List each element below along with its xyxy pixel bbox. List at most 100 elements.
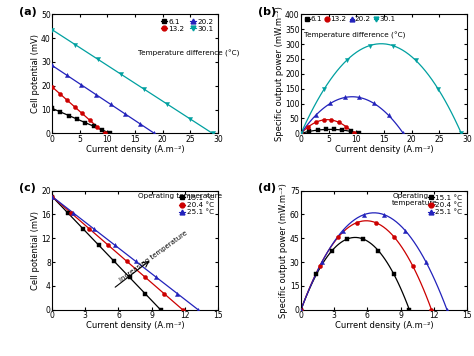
Point [322,127,329,132]
Point [163,101,171,106]
Point [297,307,305,313]
X-axis label: Current density (A.m⁻²): Current density (A.m⁻²) [86,321,184,330]
Point [86,117,93,123]
Point [297,131,305,136]
Point [385,112,392,118]
Point [353,220,361,225]
Point [316,263,323,269]
Point [132,258,139,264]
Y-axis label: Specific output power (mW.m⁻²): Specific output power (mW.m⁻²) [274,6,283,141]
Point [98,127,106,133]
Legend: 6.1, 13.2, 20.2, 30.1: 6.1, 13.2, 20.2, 30.1 [161,18,214,32]
Y-axis label: Specific output power (mW.m⁻²): Specific output power (mW.m⁻²) [280,183,289,318]
Point [406,307,413,313]
Point [111,242,118,248]
Point [90,226,98,232]
Point [409,263,417,269]
Point [328,248,336,253]
Point [370,101,378,106]
Point [209,131,216,136]
Point [344,236,351,242]
Point [297,131,305,136]
Point [92,92,100,98]
Point [347,129,355,134]
Point [428,307,435,313]
X-axis label: Current density (A.m⁻²): Current density (A.m⁻²) [335,145,433,154]
Legend: 6.1, 13.2, 20.2, 30.1: 6.1, 13.2, 20.2, 30.1 [305,15,396,23]
Point [117,71,125,77]
Point [194,307,202,313]
Point [366,43,374,48]
Point [342,124,350,130]
Point [422,260,430,265]
Point [297,131,305,136]
Point [339,228,346,234]
Y-axis label: Cell potential (mV): Cell potential (mV) [31,211,40,290]
Point [140,86,147,92]
Point [381,212,388,218]
Point [48,194,56,199]
Point [48,84,56,90]
Text: (c): (c) [19,183,36,193]
Point [390,272,398,277]
Text: Increasing temperature: Increasing temperature [118,230,189,283]
Point [73,116,81,122]
Point [78,111,86,116]
Point [318,260,326,265]
Point [106,131,114,136]
Point [107,101,114,107]
Point [136,121,144,126]
Point [57,109,64,115]
Point [48,105,56,111]
Point [95,242,102,248]
Text: Temperature difference (°C): Temperature difference (°C) [138,50,240,57]
Point [121,111,129,117]
Text: (b): (b) [258,7,276,17]
Point [400,131,407,136]
Point [327,101,334,106]
Text: Temperature difference (°C): Temperature difference (°C) [304,32,406,39]
Point [443,307,451,313]
Point [313,272,320,277]
Point [153,274,160,280]
Point [90,124,98,129]
Point [126,274,133,280]
Point [314,127,321,133]
Point [179,307,186,313]
Text: Operating
temperature: Operating temperature [392,193,438,206]
Point [151,131,158,136]
Point [312,119,320,125]
Point [63,72,71,78]
Point [101,131,109,136]
Point [141,291,149,297]
Point [64,97,71,103]
Point [350,131,357,136]
Point [355,131,363,136]
Point [71,42,79,47]
Text: (a): (a) [19,7,36,17]
Point [457,131,465,136]
Point [360,212,367,218]
Point [335,234,342,240]
Point [297,131,305,136]
Point [173,291,181,297]
Point [94,57,102,62]
Legend: 15.1 °C, 20.4 °C, 25.1 °C: 15.1 °C, 20.4 °C, 25.1 °C [428,194,463,216]
Point [78,82,85,88]
Text: (d): (d) [258,183,276,193]
Point [327,117,335,123]
Y-axis label: Cell potential (mV): Cell potential (mV) [31,34,40,113]
Point [142,274,149,280]
Point [186,116,193,121]
Point [160,291,168,297]
Point [123,258,130,264]
Point [305,129,313,134]
Point [412,57,419,63]
Point [48,194,56,199]
Point [71,104,79,110]
Point [312,112,319,118]
Point [305,124,312,130]
Point [48,63,56,68]
Point [335,119,342,125]
Point [110,258,118,264]
